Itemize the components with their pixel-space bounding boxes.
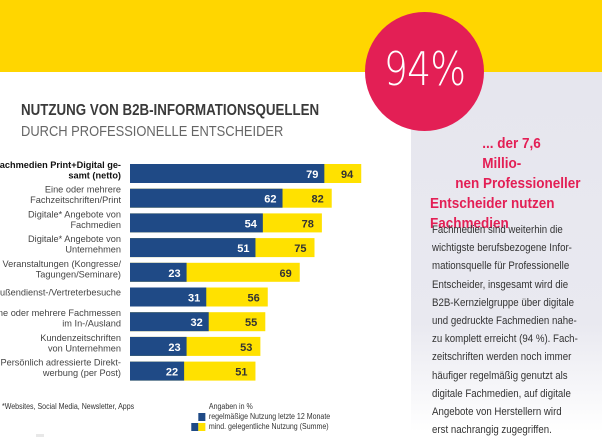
- highlight-text: ... der 7,6 Millio- nen Professioneller …: [430, 134, 583, 234]
- body-paragraph: Fachmedien sind weiterhin die wichtigste…: [432, 221, 590, 439]
- legend-unit: Angaben in %: [186, 402, 330, 412]
- category-label: Fachzeitschriften/Print: [30, 195, 121, 205]
- category-label: Digitale* Angebote von: [28, 209, 121, 219]
- category-label: Außendienst-/Vertreterbesuche: [0, 288, 121, 298]
- bar-regular: [130, 164, 325, 183]
- value-label-total: 94: [341, 169, 354, 181]
- bar-regular: [130, 188, 283, 208]
- value-label-regular: 51: [237, 243, 249, 255]
- value-label-total: 82: [311, 194, 323, 206]
- category-label: Kundenzeitschriften: [40, 333, 121, 343]
- category-label: Eine oder mehrere Fachmessen: [0, 308, 121, 318]
- value-label-total: 51: [235, 367, 247, 379]
- chart-title: NUTZUNG VON B2B-INFORMATIONSQUELLEN: [21, 102, 320, 119]
- bar-regular: [130, 287, 207, 307]
- legend-swatch-blue: [198, 413, 206, 421]
- value-label-regular: 31: [188, 293, 200, 305]
- body-line: Fachmedien sind weiterhin die: [432, 224, 563, 236]
- category-label: Fachmedien Print+Digital ge-: [0, 160, 121, 170]
- value-label-total: 53: [240, 342, 252, 354]
- body-line: wichtigste berufsbezogene Infor-: [432, 242, 572, 255]
- highlight-line: nen Professioneller: [455, 175, 581, 192]
- body-line: digitale Fachmedien, auf digitale: [432, 387, 571, 400]
- body-line: zeitschriften werden noch immer: [432, 351, 572, 364]
- body-line: erst nachrangig zugegriffen.: [432, 424, 552, 437]
- value-label-total: 55: [245, 317, 257, 329]
- value-label-regular: 79: [306, 169, 318, 181]
- body-line: Entscheider, insgesamt wird die: [432, 278, 569, 291]
- legend: Angaben in % regelmäßige Nutzung letzte …: [186, 402, 330, 432]
- category-label: Tagungen/Seminare): [36, 269, 121, 279]
- bar-regular: [130, 312, 209, 332]
- category-label: im In-/Ausland: [62, 319, 121, 329]
- legend-swatch-blue: [191, 423, 199, 431]
- value-label-total: 69: [279, 268, 291, 280]
- bar-regular: [130, 361, 185, 381]
- value-label-regular: 22: [166, 367, 178, 379]
- bar-regular: [130, 238, 256, 258]
- value-label-total: 56: [248, 293, 260, 305]
- legend-item-regular: regelmäßige Nutzung letzte 12 Monate: [186, 412, 330, 422]
- category-label: Unternehmen: [65, 245, 121, 255]
- body-line: häufiger regelmäßig genutzt als: [432, 369, 568, 382]
- value-label-regular: 23: [168, 268, 180, 280]
- highlight-line: ... der 7,6 Millio-: [482, 135, 541, 172]
- footnote: *Websites, Social Media, Newsletter, App…: [2, 402, 135, 411]
- legend-unit-text: Angaben in %: [208, 402, 253, 411]
- category-label: Persönlich adressierte Direkt-: [0, 358, 121, 368]
- highlight-line: Entscheider nutzen: [430, 195, 555, 212]
- legend-item-occasional: mind. gelegentliche Nutzung (Summe): [186, 422, 330, 432]
- category-label: Veranstaltungen (Kongresse/: [3, 259, 122, 269]
- side-panel: [411, 72, 602, 432]
- decorative-mark: [36, 434, 44, 437]
- body-line: B2B-Kernzielgruppe über digitale: [432, 296, 575, 309]
- legend-swatch-yellow: [198, 423, 206, 431]
- top-color-band: [0, 0, 602, 72]
- body-line: zu komplett erreicht (94 %). Fach-: [432, 333, 578, 346]
- bar-regular: [130, 262, 187, 282]
- bar-regular: [130, 336, 187, 356]
- category-label: Digitale* Angebote von: [28, 234, 121, 244]
- value-label-regular: 54: [245, 218, 258, 230]
- category-label: Fachmedien: [70, 220, 121, 230]
- category-label: samt (netto): [68, 171, 121, 181]
- chart-subtitle: DURCH PROFESSIONELLE ENTSCHEIDER: [21, 123, 284, 140]
- bar-chart: 79 94 Fachmedien Print+Digital ge-samt (ne…: [0, 160, 362, 381]
- legend-label: mind. gelegentliche Nutzung (Summe): [208, 422, 329, 431]
- stat-circle: 94%: [365, 12, 484, 131]
- value-label-total: 78: [302, 218, 314, 230]
- value-label-regular: 32: [190, 317, 202, 329]
- value-label-regular: 23: [168, 342, 180, 354]
- body-line: mationsquelle für Professionelle: [432, 260, 570, 273]
- body-line: Angebote von Herstellern wird: [432, 406, 562, 419]
- value-label-regular: 62: [264, 194, 276, 206]
- legend-label: regelmäßige Nutzung letzte 12 Monate: [208, 412, 331, 421]
- category-label: werbung (per Post): [42, 368, 121, 378]
- body-line: und gedruckte Fachmedien nahe-: [432, 315, 577, 328]
- highlight-line: Fachmedien: [430, 215, 509, 232]
- category-label: Eine oder mehrere: [45, 185, 121, 195]
- value-label-total: 75: [294, 243, 306, 255]
- category-label: von Unternehmen: [48, 343, 121, 353]
- bar-regular: [130, 213, 263, 233]
- big-stat: 94%: [383, 41, 466, 96]
